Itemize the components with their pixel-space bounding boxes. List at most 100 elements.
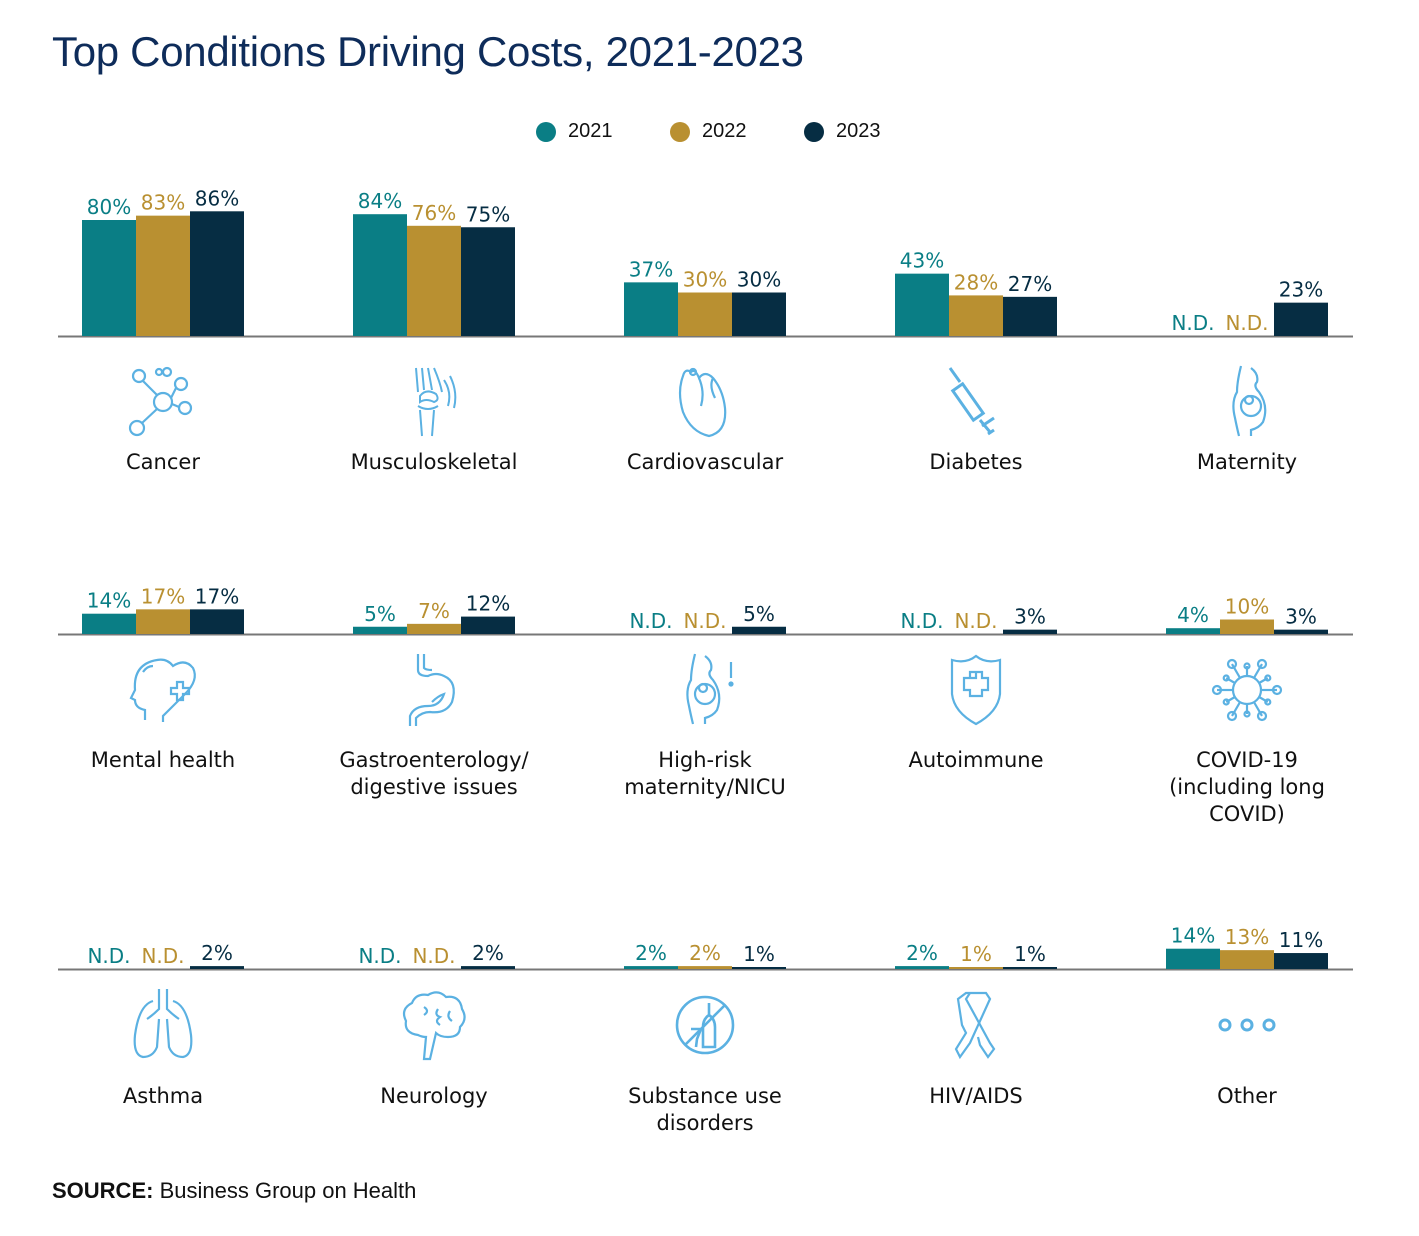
- bar-2023: [1003, 967, 1057, 969]
- data-label-2023: 1%: [1014, 942, 1046, 966]
- bar-2023: [1274, 302, 1328, 336]
- data-label-2023: 86%: [195, 186, 239, 210]
- bar-2021: [624, 966, 678, 969]
- source-label: SOURCE:: [52, 1178, 154, 1203]
- data-label-2023: 17%: [195, 584, 239, 608]
- category-label: Cancer: [43, 449, 283, 476]
- data-label-2021: 2%: [906, 941, 938, 965]
- no-data-label-2021: N.D.: [87, 944, 130, 968]
- no-data-label-2021: N.D.: [358, 944, 401, 968]
- bar-2023: [1003, 296, 1057, 336]
- data-label-2023: 2%: [472, 941, 504, 965]
- bar-2023: [732, 967, 786, 969]
- bar-2023: [190, 211, 244, 336]
- bar-2022: [1220, 950, 1274, 969]
- category-label-line: Musculoskeletal: [350, 450, 518, 474]
- data-label-2023: 12%: [466, 592, 510, 616]
- virus-icon: [1207, 650, 1287, 730]
- category-label: Mental health: [43, 747, 283, 774]
- head-heart-icon: [123, 650, 203, 730]
- data-label-2022: 17%: [141, 584, 185, 608]
- no-data-label-2022: N.D.: [141, 944, 184, 968]
- bar-group-other: 14% 13% 11%: [1166, 924, 1328, 969]
- source-text: Business Group on Health: [159, 1178, 417, 1203]
- source-note: SOURCE: Business Group on Health: [52, 1178, 416, 1204]
- data-label-2022: 13%: [1225, 925, 1269, 949]
- category-label: Gastroenterology/digestive issues: [314, 747, 554, 801]
- data-label-2022: 30%: [683, 268, 727, 292]
- category-label-line: disorders: [656, 1111, 754, 1135]
- bar-2023: [461, 227, 515, 336]
- legend-label-2022: 2022: [702, 120, 747, 142]
- bar-2023: [1003, 629, 1057, 634]
- data-label-2022: 1%: [960, 942, 992, 966]
- no-data-label-2022: N.D.: [1225, 311, 1268, 335]
- bar-2021: [82, 220, 136, 336]
- no-data-label-2021: N.D.: [629, 609, 672, 633]
- category-label-line: digestive issues: [350, 775, 518, 799]
- bar-2021: [1166, 948, 1220, 969]
- bar-2023: [732, 626, 786, 634]
- bar-group-cancer: 80% 83% 86%: [82, 186, 244, 336]
- no-data-label-2022: N.D.: [954, 609, 997, 633]
- data-label-2022: 28%: [954, 270, 998, 294]
- legend-label-2023: 2023: [836, 120, 881, 142]
- data-label-2021: 4%: [1177, 603, 1209, 627]
- data-label-2022: 10%: [1225, 595, 1269, 619]
- category-label-line: Neurology: [380, 1084, 488, 1108]
- heart-icon: [665, 362, 745, 442]
- category-label-line: Cancer: [126, 450, 200, 474]
- bar-group-musculoskeletal: 84% 76% 75%: [353, 189, 515, 336]
- bar-2023: [732, 292, 786, 336]
- bar-2021: [624, 282, 678, 336]
- knee-joint-icon: [394, 362, 474, 442]
- category-label: HIV/AIDS: [856, 1083, 1096, 1110]
- category-label-line: maternity/NICU: [624, 775, 786, 799]
- bar-group-neurology: N.D. N.D. 2%: [358, 941, 515, 969]
- bar-group-hiv-aids: 2% 1% 1%: [895, 941, 1057, 969]
- category-label-line: Mental health: [90, 748, 236, 772]
- bar-2021: [895, 966, 949, 969]
- category-label-line: COVID-19: [1196, 748, 1298, 772]
- category-label-line: Maternity: [1196, 450, 1298, 474]
- category-label: Diabetes: [856, 449, 1096, 476]
- bar-2023: [1274, 629, 1328, 634]
- category-label: Other: [1127, 1083, 1367, 1110]
- data-label-2022: 2%: [689, 941, 721, 965]
- bar-group-high-risk-maternity-nicu: N.D. N.D. 5%: [629, 602, 786, 634]
- bar-group-autoimmune: N.D. N.D. 3%: [900, 605, 1057, 634]
- bar-2022: [407, 225, 461, 336]
- category-label: Autoimmune: [856, 747, 1096, 774]
- category-label-line: Substance use: [628, 1084, 782, 1108]
- more-dots-icon: [1207, 985, 1287, 1065]
- data-label-2021: 84%: [358, 189, 402, 213]
- bar-2021: [1166, 628, 1220, 634]
- legend: 2021 2022 2023: [0, 120, 1419, 146]
- category-label-line: Diabetes: [929, 450, 1023, 474]
- bar-2021: [353, 626, 407, 634]
- bar-2022: [136, 215, 190, 336]
- data-label-2023: 75%: [466, 202, 510, 226]
- data-label-2021: 2%: [635, 941, 667, 965]
- ribbon-icon: [936, 985, 1016, 1065]
- bar-group-asthma: N.D. N.D. 2%: [87, 941, 244, 969]
- data-label-2023: 3%: [1285, 605, 1317, 629]
- no-alcohol-icon: [665, 985, 745, 1065]
- bar-2022: [136, 609, 190, 634]
- no-data-label-2022: N.D.: [412, 944, 455, 968]
- data-label-2023: 23%: [1279, 278, 1323, 302]
- data-label-2023: 2%: [201, 941, 233, 965]
- syringe-icon: [936, 362, 1016, 442]
- data-label-2023: 27%: [1008, 272, 1052, 296]
- no-data-label-2022: N.D.: [683, 609, 726, 633]
- category-label-line: Gastroenterology/: [339, 748, 529, 772]
- pregnancy-icon: [1207, 362, 1287, 442]
- category-label-line: HIV/AIDS: [929, 1084, 1023, 1108]
- category-label: Substance use disorders: [585, 1083, 825, 1137]
- data-label-2022: 83%: [141, 191, 185, 215]
- legend-item-2022: 2022: [670, 120, 747, 143]
- bar-group-maternity: N.D. N.D. 23%: [1171, 278, 1328, 336]
- no-data-label-2021: N.D.: [900, 609, 943, 633]
- category-label: Maternity: [1127, 449, 1367, 476]
